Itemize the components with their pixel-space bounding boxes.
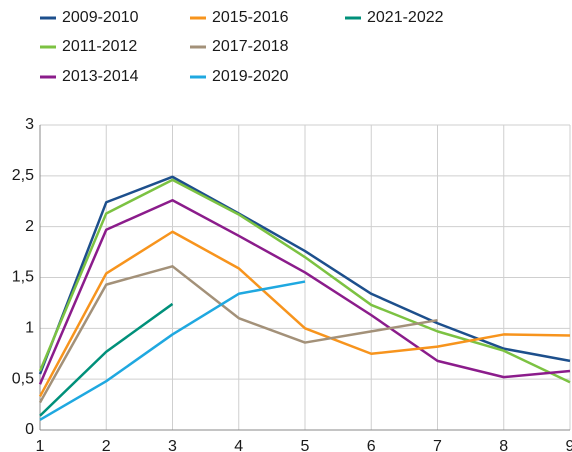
x-tick-label: 9 xyxy=(566,438,572,452)
legend-label: 2021-2022 xyxy=(367,9,444,26)
series-line xyxy=(38,265,438,404)
x-tick-label: 3 xyxy=(168,438,177,452)
legend-label: 2013-2014 xyxy=(62,68,139,85)
y-tick-label: 1 xyxy=(25,320,34,337)
x-tick-label: 6 xyxy=(367,438,376,452)
x-tick-label: 2 xyxy=(102,438,111,452)
legend-label: 2009-2010 xyxy=(62,9,139,26)
x-tick-label: 5 xyxy=(301,438,310,452)
series-line xyxy=(38,198,571,385)
y-tick-label: 2 xyxy=(25,218,34,235)
x-tick-label: 8 xyxy=(499,438,508,452)
y-tick-label: 1,5 xyxy=(12,269,34,286)
x-tick-label: 7 xyxy=(433,438,442,452)
legend-label: 2015-2016 xyxy=(212,9,289,26)
legend-label: 2017-2018 xyxy=(212,38,289,55)
x-tick-label: 1 xyxy=(36,438,45,452)
series-line xyxy=(39,302,174,417)
series-line xyxy=(38,175,571,375)
y-tick-label: 0,5 xyxy=(12,370,34,387)
legend-label: 2011-2012 xyxy=(62,38,137,55)
y-tick-label: 2,5 xyxy=(12,167,34,184)
series-line xyxy=(38,178,571,384)
y-tick-label: 0 xyxy=(25,421,34,438)
x-tick-label: 4 xyxy=(234,438,243,452)
y-tick-label: 3 xyxy=(25,116,34,133)
series-line xyxy=(38,230,571,398)
legend-label: 2019-2020 xyxy=(212,68,289,85)
series-line xyxy=(39,280,306,421)
